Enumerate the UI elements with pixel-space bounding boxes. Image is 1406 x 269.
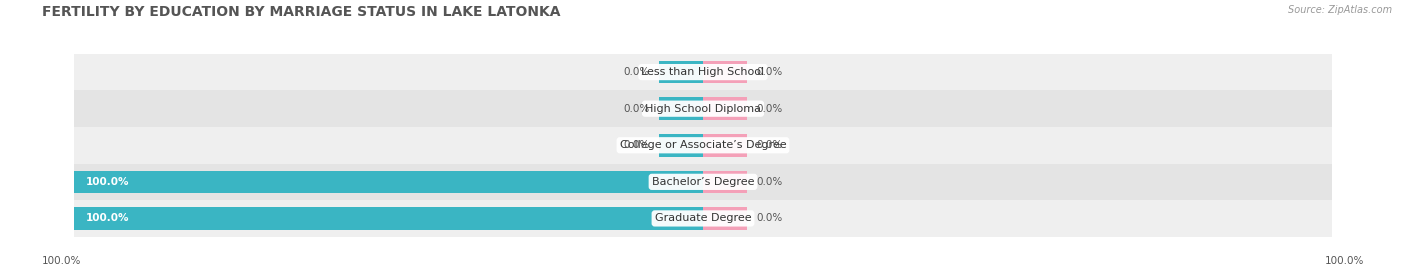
Text: 0.0%: 0.0% — [623, 104, 650, 114]
Text: Graduate Degree: Graduate Degree — [655, 213, 751, 224]
Bar — [659, 134, 703, 157]
Text: College or Associate’s Degree: College or Associate’s Degree — [620, 140, 786, 150]
Text: 0.0%: 0.0% — [756, 67, 783, 77]
Text: Less than High School: Less than High School — [641, 67, 765, 77]
Text: 0.0%: 0.0% — [756, 177, 783, 187]
Text: 0.0%: 0.0% — [756, 104, 783, 114]
Bar — [73, 127, 1333, 164]
Bar — [703, 207, 747, 230]
Bar — [73, 200, 1333, 237]
Text: High School Diploma: High School Diploma — [645, 104, 761, 114]
Text: 100.0%: 100.0% — [1324, 256, 1364, 266]
Bar — [73, 90, 1333, 127]
Text: FERTILITY BY EDUCATION BY MARRIAGE STATUS IN LAKE LATONKA: FERTILITY BY EDUCATION BY MARRIAGE STATU… — [42, 5, 561, 19]
Text: 0.0%: 0.0% — [623, 67, 650, 77]
Bar — [659, 97, 703, 120]
Bar — [659, 61, 703, 83]
Text: Source: ZipAtlas.com: Source: ZipAtlas.com — [1288, 5, 1392, 15]
Bar — [703, 61, 747, 83]
Text: 100.0%: 100.0% — [86, 177, 129, 187]
Bar — [73, 171, 703, 193]
Text: 0.0%: 0.0% — [756, 213, 783, 224]
Text: 100.0%: 100.0% — [42, 256, 82, 266]
Text: 100.0%: 100.0% — [86, 213, 129, 224]
Text: 0.0%: 0.0% — [756, 140, 783, 150]
Bar — [73, 164, 1333, 200]
Bar — [703, 171, 747, 193]
Text: 0.0%: 0.0% — [623, 140, 650, 150]
Bar — [703, 97, 747, 120]
Text: Bachelor’s Degree: Bachelor’s Degree — [652, 177, 754, 187]
Bar — [73, 54, 1333, 90]
Bar — [73, 207, 703, 230]
Bar — [703, 134, 747, 157]
